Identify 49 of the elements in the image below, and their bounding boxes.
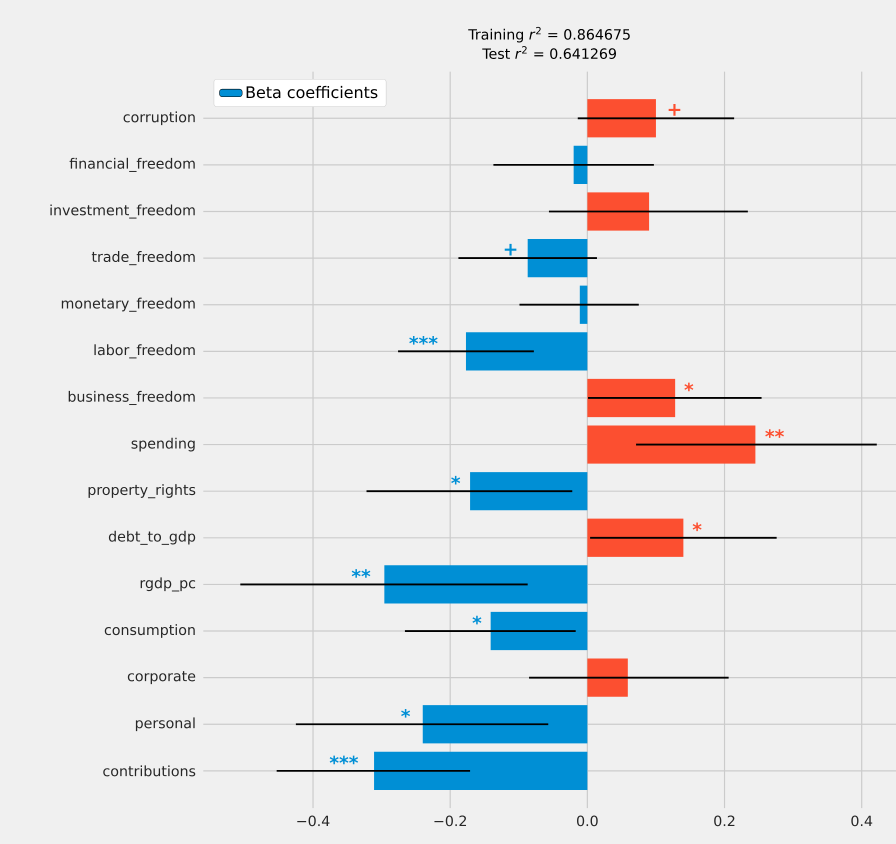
annotation: ** (765, 429, 784, 438)
y-tick-label: corporate (128, 671, 196, 684)
y-tick-label: consumption (104, 624, 195, 638)
bar (384, 565, 588, 604)
y-tick-label: property_rights (88, 484, 196, 498)
y-tick-label: rgdp_pc (140, 577, 196, 592)
y-tick-label: debt_to_gdp (108, 530, 196, 545)
y-tick-label: corruption (124, 111, 195, 126)
annotation: * (692, 522, 702, 532)
bar (587, 378, 676, 418)
chart-subtitle: Test r$^{2}$ = 0.641269 (482, 46, 616, 60)
y-tick-label: monetary_freedom (62, 298, 195, 312)
annotation: * (684, 382, 694, 392)
annotation: * (472, 616, 482, 624)
x-tick-label: −0.4 (297, 816, 330, 826)
annotation: *** (409, 336, 438, 345)
y-tick-label: financial_freedom (70, 158, 195, 172)
bar (587, 658, 628, 697)
bar (490, 612, 588, 650)
x-tick-label: 0.4 (851, 816, 872, 826)
bar (587, 99, 656, 138)
x-tick-label: 0.2 (714, 816, 734, 826)
bar (587, 518, 684, 557)
bar (574, 146, 588, 184)
annotation: * (451, 476, 460, 485)
annotation: * (401, 708, 410, 718)
y-tick-label: contributions (103, 765, 196, 776)
y-tick-label: personal (136, 717, 195, 732)
annotation: ** (352, 569, 370, 578)
y-tick-label: labor_freedom (94, 344, 195, 358)
bar (466, 332, 588, 370)
x-tick-label: −0.2 (434, 816, 466, 826)
annotation: + (668, 104, 680, 116)
bar (528, 239, 588, 278)
bar (470, 472, 588, 510)
bar (587, 192, 650, 231)
y-tick-label: trade_freedom (92, 251, 195, 266)
bar (422, 705, 588, 744)
legend-label: Beta coefficients (246, 86, 378, 98)
bar (374, 752, 588, 790)
y-tick-label: business_freedom (68, 390, 195, 406)
bar (580, 286, 588, 324)
chart-title: Training r$^{2}$ = 0.864675 (468, 26, 630, 43)
annotation: *** (330, 756, 358, 764)
y-tick-label: spending (132, 438, 195, 452)
bar (587, 425, 756, 464)
x-tick-label: 0.0 (577, 816, 598, 826)
y-tick-label: investment_freedom (50, 204, 195, 219)
annotation: + (504, 244, 516, 256)
